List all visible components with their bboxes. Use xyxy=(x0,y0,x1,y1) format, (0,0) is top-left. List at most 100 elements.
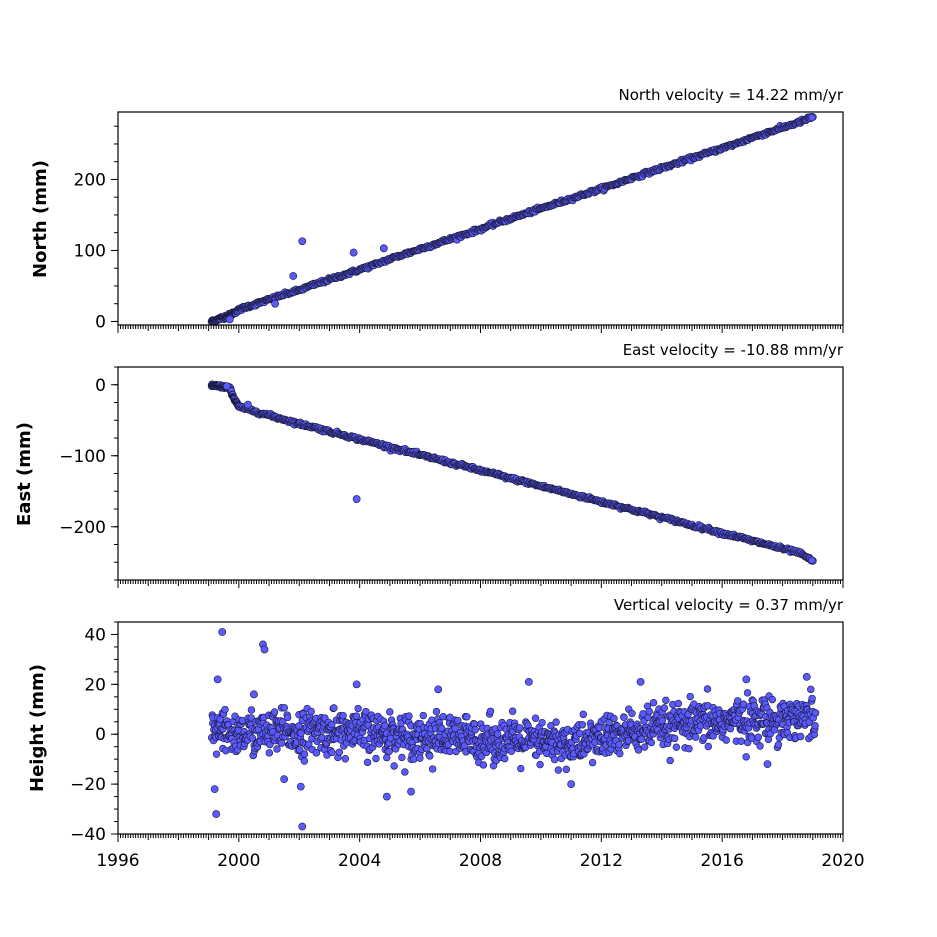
outlier-point xyxy=(352,495,361,503)
outlier-point xyxy=(212,810,221,818)
north-velocity-title: North velocity = 14.22 mm/yr xyxy=(619,86,844,104)
outlier-point xyxy=(260,645,269,654)
data-point xyxy=(501,754,509,763)
data-point xyxy=(742,753,750,761)
east-panel: East velocity = -10.88 mm/yr East (mm) 0… xyxy=(14,341,844,588)
east-ylabel: East (mm) xyxy=(14,422,35,526)
y-tick-label: 0 xyxy=(95,376,106,396)
data-point xyxy=(283,713,292,722)
data-point xyxy=(386,708,394,716)
outlier-point xyxy=(349,248,358,257)
data-point xyxy=(616,749,624,758)
outlier-point xyxy=(210,785,219,794)
outlier-point xyxy=(742,675,751,684)
data-point xyxy=(508,707,517,715)
data-point xyxy=(579,710,587,719)
data-point xyxy=(811,709,820,717)
outlier-point xyxy=(382,792,391,801)
data-point xyxy=(212,750,221,758)
outlier-point xyxy=(407,787,415,796)
data-point xyxy=(471,726,479,734)
outlier-point xyxy=(298,237,307,246)
data-point xyxy=(339,711,347,720)
outlier-point xyxy=(243,400,252,409)
data-point xyxy=(517,764,525,773)
data-point xyxy=(401,768,409,776)
data-point xyxy=(390,762,398,770)
data-point xyxy=(722,736,730,744)
outlier-point xyxy=(434,685,443,694)
data-point xyxy=(610,714,618,723)
points-layer-1 xyxy=(207,380,817,565)
data-point xyxy=(808,694,816,703)
y-tick-label: 0 xyxy=(95,725,106,745)
data-point xyxy=(634,746,643,754)
points-layer-2 xyxy=(207,628,820,831)
x-tick-label: 2004 xyxy=(338,851,381,871)
data-point xyxy=(330,704,338,712)
data-point xyxy=(247,706,256,714)
data-point xyxy=(536,760,544,769)
data-point xyxy=(658,717,667,725)
data-point xyxy=(768,695,777,704)
outlier-point xyxy=(763,760,772,769)
y-tick-label: −200 xyxy=(59,518,106,538)
data-point xyxy=(733,697,742,705)
data-point xyxy=(354,704,362,713)
data-point xyxy=(277,739,286,747)
x-tick-label: 1996 xyxy=(96,851,139,871)
y-tick-label: −40 xyxy=(70,825,106,845)
outlier-point xyxy=(280,775,289,784)
data-point xyxy=(307,707,315,716)
data-point xyxy=(416,754,424,762)
data-point xyxy=(410,755,418,763)
outlier-point xyxy=(567,780,576,789)
height-panel: Vertical velocity = 0.37 mm/yr Height (m… xyxy=(27,596,865,871)
height-ylabel: Height (mm) xyxy=(27,664,48,792)
data-point xyxy=(737,737,745,745)
data-point xyxy=(398,753,406,762)
x-tick-label: 2008 xyxy=(459,851,502,871)
data-point xyxy=(270,708,279,716)
data-point xyxy=(419,711,427,720)
data-point xyxy=(352,712,361,720)
y-tick-label: 40 xyxy=(84,625,106,645)
data-point xyxy=(754,733,763,741)
data-point xyxy=(686,692,694,701)
north-panel: North velocity = 14.22 mm/yr North (mm) … xyxy=(30,86,844,333)
outlier-point xyxy=(225,315,234,324)
outlier-point xyxy=(213,675,222,684)
data-point xyxy=(463,713,471,721)
outlier-point xyxy=(222,382,231,391)
outlier-point xyxy=(289,272,298,280)
data-point xyxy=(645,707,653,716)
outlier-point xyxy=(524,677,533,686)
data-point xyxy=(641,743,649,751)
data-point xyxy=(670,734,679,743)
data-point xyxy=(432,707,441,716)
east-velocity-title: East velocity = -10.88 mm/yr xyxy=(623,341,844,359)
outlier-point xyxy=(296,782,305,791)
data-point xyxy=(666,756,674,765)
data-point xyxy=(647,738,656,747)
data-point xyxy=(341,755,349,763)
data-point xyxy=(531,714,540,722)
data-point xyxy=(562,765,571,774)
data-point xyxy=(405,712,413,720)
data-point xyxy=(811,722,819,730)
data-point xyxy=(300,757,309,765)
data-point xyxy=(796,732,805,741)
outlier-point xyxy=(352,680,361,689)
data-point xyxy=(428,765,437,773)
points-layer-0 xyxy=(207,113,817,326)
outlier-point xyxy=(271,299,279,308)
outlier-point xyxy=(802,672,811,681)
x-tick-label: 2016 xyxy=(701,851,744,871)
data-point xyxy=(808,113,816,122)
data-point xyxy=(704,742,712,751)
north-ylabel: North (mm) xyxy=(30,160,51,278)
data-point xyxy=(743,689,752,697)
data-point xyxy=(300,750,309,758)
data-point xyxy=(703,685,712,693)
